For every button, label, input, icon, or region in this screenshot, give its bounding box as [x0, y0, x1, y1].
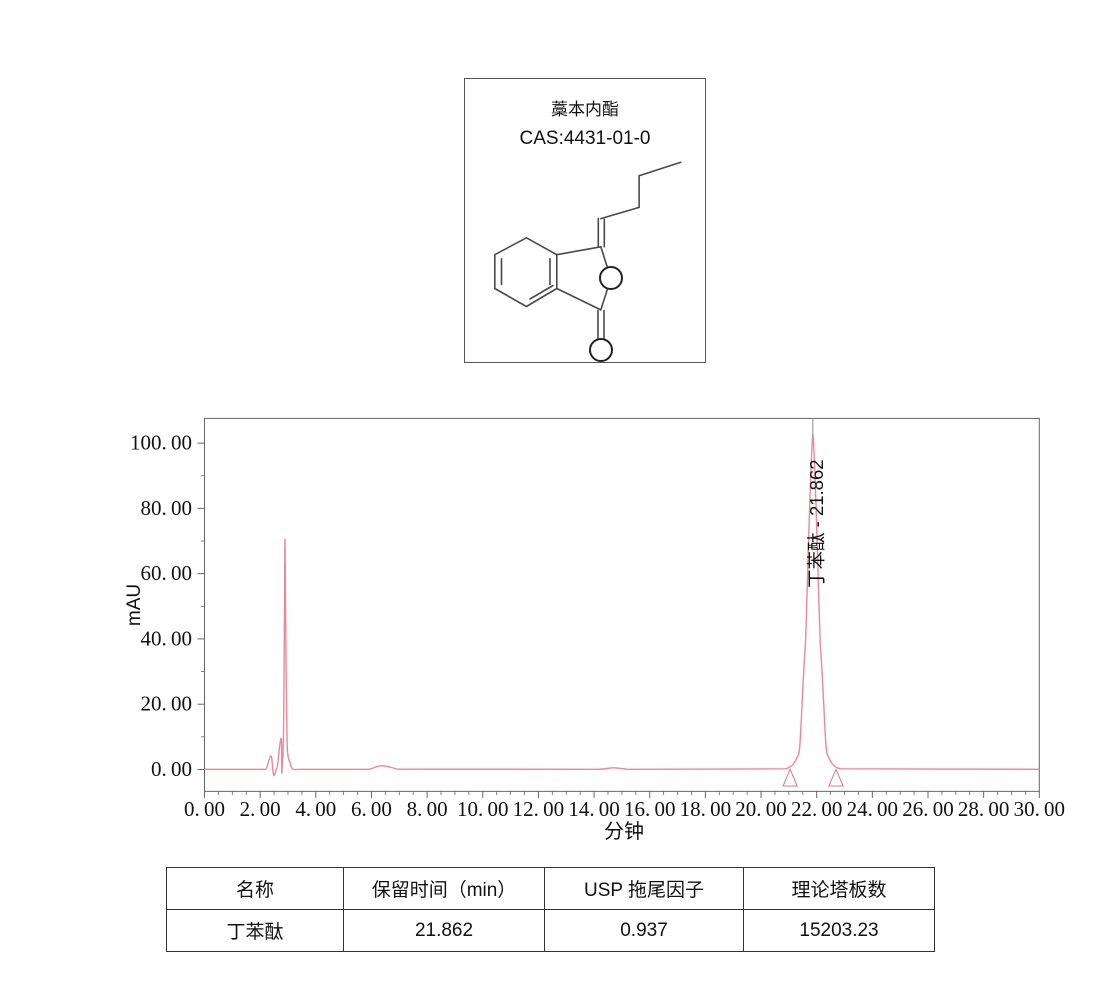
svg-text:100. 00: 100. 00 — [130, 431, 192, 455]
svg-text:24. 00: 24. 00 — [847, 797, 898, 821]
svg-text:mAU: mAU — [124, 584, 145, 626]
svg-text:6. 00: 6. 00 — [351, 797, 392, 821]
svg-text:10. 00: 10. 00 — [457, 797, 508, 821]
svg-text:4. 00: 4. 00 — [295, 797, 336, 821]
svg-text:0. 00: 0. 00 — [151, 757, 192, 781]
svg-text:40. 00: 40. 00 — [141, 626, 192, 650]
svg-text:12. 00: 12. 00 — [513, 797, 564, 821]
svg-text:20. 00: 20. 00 — [141, 692, 192, 716]
svg-text:26. 00: 26. 00 — [902, 797, 953, 821]
svg-text:14. 00: 14. 00 — [568, 797, 619, 821]
svg-text:18. 00: 18. 00 — [680, 797, 731, 821]
svg-text:28. 00: 28. 00 — [958, 797, 1009, 821]
svg-text:2. 00: 2. 00 — [240, 797, 281, 821]
svg-text:丁苯酞 - 21.862: 丁苯酞 - 21.862 — [806, 459, 827, 588]
svg-text:60. 00: 60. 00 — [141, 561, 192, 585]
svg-text:16. 00: 16. 00 — [624, 797, 675, 821]
svg-text:30. 00: 30. 00 — [1014, 797, 1065, 821]
svg-text:20. 00: 20. 00 — [735, 797, 786, 821]
svg-text:80. 00: 80. 00 — [141, 496, 192, 520]
svg-text:22. 00: 22. 00 — [791, 797, 842, 821]
svg-text:0. 00: 0. 00 — [184, 797, 225, 821]
svg-text:8. 00: 8. 00 — [407, 797, 448, 821]
svg-text:分钟: 分钟 — [604, 820, 644, 843]
